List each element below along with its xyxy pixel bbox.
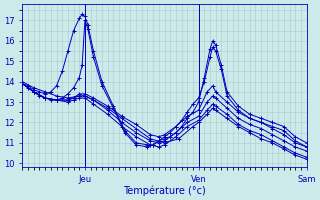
X-axis label: Température (°c): Température (°c) <box>123 185 206 196</box>
